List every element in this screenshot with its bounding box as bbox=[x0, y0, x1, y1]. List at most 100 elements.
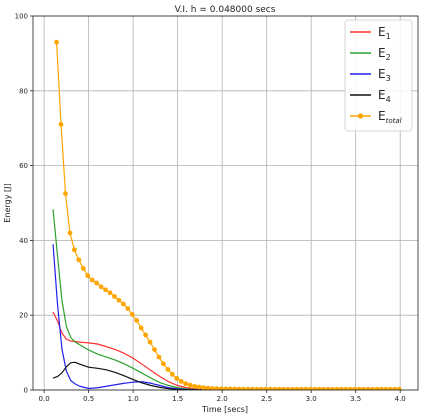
data-point-etotal bbox=[334, 386, 340, 390]
data-point-etotal bbox=[227, 386, 233, 390]
data-point-etotal bbox=[325, 386, 331, 390]
data-point-etotal bbox=[138, 325, 144, 331]
data-point-etotal bbox=[330, 386, 335, 390]
data-point-etotal bbox=[174, 376, 180, 381]
data-point-etotal bbox=[147, 339, 153, 345]
legend-label-e1: E1 bbox=[378, 25, 391, 41]
data-point-etotal bbox=[294, 386, 300, 390]
chart-title: V.I. h = 0.048000 secs bbox=[175, 5, 276, 15]
data-point-etotal bbox=[281, 386, 286, 390]
data-point-etotal bbox=[374, 386, 380, 390]
data-point-etotal bbox=[165, 367, 171, 372]
y-tick-label: 100 bbox=[15, 13, 28, 21]
data-point-etotal bbox=[156, 354, 162, 360]
x-tick-label: 1.5 bbox=[172, 395, 183, 403]
data-point-etotal bbox=[143, 332, 149, 338]
legend-label-e3: E3 bbox=[378, 67, 391, 83]
data-point-etotal bbox=[343, 386, 349, 390]
data-point-etotal bbox=[54, 39, 59, 45]
data-point-etotal bbox=[209, 386, 215, 390]
data-point-etotal bbox=[361, 386, 367, 390]
data-point-etotal bbox=[98, 284, 104, 290]
data-point-etotal bbox=[321, 386, 327, 390]
data-point-etotal bbox=[214, 386, 220, 390]
data-point-etotal bbox=[272, 386, 278, 390]
data-point-etotal bbox=[89, 277, 95, 283]
data-point-etotal bbox=[285, 386, 291, 390]
data-point-etotal bbox=[356, 386, 362, 390]
y-tick-label: 60 bbox=[19, 162, 28, 170]
data-point-etotal bbox=[241, 386, 246, 390]
legend-label-e4: E4 bbox=[378, 88, 391, 104]
data-point-etotal bbox=[63, 191, 68, 197]
legend-label-e2: E2 bbox=[378, 46, 391, 62]
data-point-etotal bbox=[125, 306, 131, 311]
data-point-etotal bbox=[76, 257, 82, 263]
y-tick-label: 0 bbox=[24, 387, 28, 395]
x-tick-label: 0.0 bbox=[39, 395, 50, 403]
x-tick-label: 3.5 bbox=[350, 395, 361, 403]
data-point-etotal bbox=[236, 386, 242, 390]
x-tick-label: 2.0 bbox=[217, 395, 228, 403]
data-point-etotal bbox=[347, 386, 353, 390]
series-layer bbox=[52, 39, 402, 390]
data-point-etotal bbox=[71, 247, 77, 253]
grid-lines bbox=[33, 15, 418, 391]
data-point-etotal bbox=[250, 386, 255, 390]
data-point-etotal bbox=[254, 386, 260, 390]
legend-label-etotal: Etotal bbox=[378, 109, 402, 125]
x-tick-label: 2.5 bbox=[261, 395, 272, 403]
legend: E1 E2 E3 E4 Etotal bbox=[344, 19, 413, 132]
data-point-etotal bbox=[316, 386, 322, 390]
data-point-etotal bbox=[352, 386, 358, 390]
y-tick-label: 40 bbox=[19, 237, 28, 245]
data-point-etotal bbox=[303, 386, 309, 390]
x-tick-label: 4.0 bbox=[395, 395, 406, 403]
data-point-etotal bbox=[258, 386, 264, 390]
plot-frame bbox=[32, 15, 419, 391]
data-point-etotal bbox=[120, 301, 126, 307]
data-point-etotal bbox=[290, 386, 295, 390]
legend-marker-etotal bbox=[357, 113, 364, 119]
data-point-etotal bbox=[80, 266, 86, 271]
data-point-etotal bbox=[201, 385, 206, 390]
data-point-etotal bbox=[298, 386, 304, 390]
data-point-etotal bbox=[365, 386, 371, 390]
x-tick-label: 0.5 bbox=[83, 395, 94, 403]
y-tick-label: 80 bbox=[19, 87, 28, 95]
data-point-etotal bbox=[232, 386, 238, 390]
data-point-etotal bbox=[312, 386, 318, 390]
data-point-etotal bbox=[218, 386, 224, 390]
series-line-e2 bbox=[52, 209, 223, 390]
data-point-etotal bbox=[383, 386, 389, 390]
data-point-etotal bbox=[223, 386, 229, 390]
x-tick-label: 3.0 bbox=[306, 395, 317, 403]
series-line-e4 bbox=[52, 361, 223, 390]
series-line-e1 bbox=[52, 311, 223, 390]
data-point-etotal bbox=[134, 318, 140, 323]
data-point-etotal bbox=[339, 386, 344, 390]
data-point-etotal bbox=[103, 287, 108, 293]
data-point-etotal bbox=[396, 386, 402, 390]
series-clip-group bbox=[52, 39, 402, 390]
data-point-etotal bbox=[129, 312, 135, 317]
data-point-etotal bbox=[379, 386, 384, 390]
data-point-etotal bbox=[263, 386, 269, 390]
data-point-etotal bbox=[152, 347, 157, 353]
data-point-etotal bbox=[107, 290, 113, 296]
data-point-etotal bbox=[58, 122, 64, 127]
x-axis-ticks: 0.0 0.5 1.0 1.5 2.0 2.5 3.0 3.5 4.0 bbox=[39, 390, 406, 403]
data-point-etotal bbox=[183, 381, 189, 387]
data-point-etotal bbox=[116, 297, 122, 303]
data-point-etotal bbox=[178, 378, 184, 384]
data-point-etotal bbox=[169, 371, 175, 377]
y-axis-ticks: 0 20 40 60 80 100 bbox=[15, 13, 33, 395]
x-tick-label: 1.0 bbox=[128, 395, 139, 403]
legend-box bbox=[344, 19, 413, 132]
data-point-etotal bbox=[94, 280, 100, 286]
data-point-etotal bbox=[192, 383, 197, 389]
y-tick-label: 20 bbox=[19, 312, 28, 320]
data-point-etotal bbox=[388, 386, 393, 390]
series-line-e3 bbox=[52, 244, 223, 390]
